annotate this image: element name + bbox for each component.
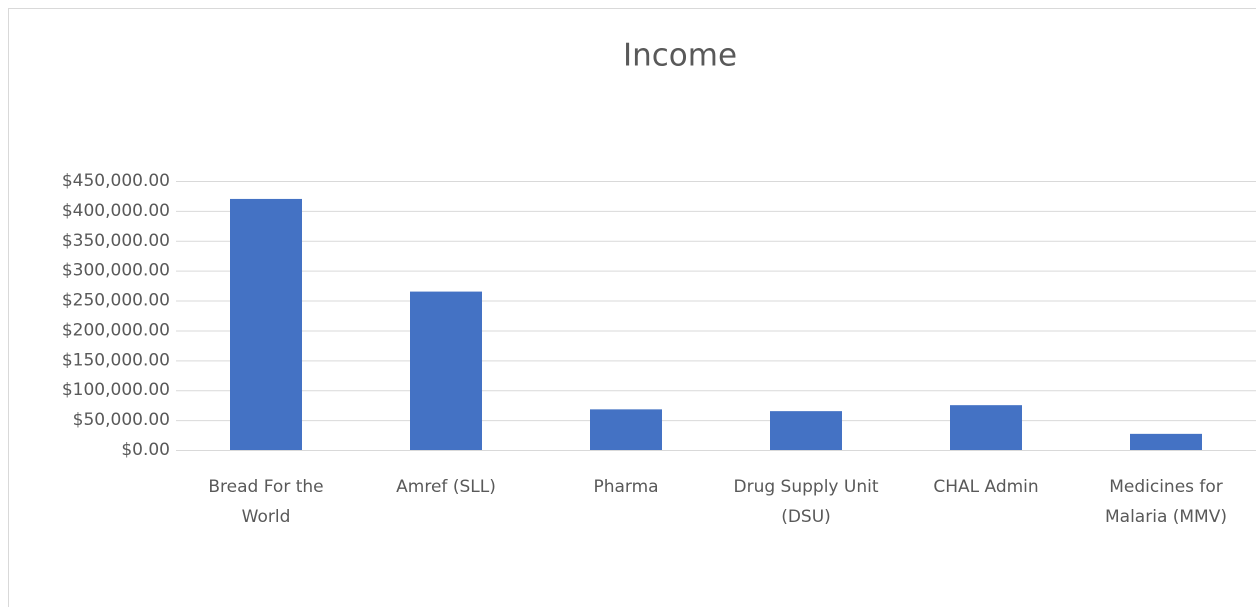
bar xyxy=(230,198,302,450)
y-tick-label: $100,000.00 xyxy=(62,380,170,400)
bar xyxy=(590,409,662,450)
y-tick-label: $400,000.00 xyxy=(62,201,170,221)
x-tick-label: Amref (SLL) xyxy=(396,477,496,497)
bar xyxy=(770,411,842,450)
y-tick-label: $450,000.00 xyxy=(62,171,170,191)
bar xyxy=(410,291,482,450)
x-tick-label: Medicines for Malaria (MMV) xyxy=(1105,477,1227,527)
y-tick-label: $350,000.00 xyxy=(62,231,170,251)
y-tick-label: $150,000.00 xyxy=(62,350,170,370)
y-tick-label: $50,000.00 xyxy=(73,410,170,430)
x-tick-label: Drug Supply Unit (DSU) xyxy=(734,477,879,527)
chart-frame xyxy=(8,8,1256,607)
chart-title: Income xyxy=(623,38,737,74)
y-tick-label: $250,000.00 xyxy=(62,291,170,311)
bar xyxy=(1130,433,1202,450)
bar xyxy=(950,405,1022,450)
y-tick-label: $0.00 xyxy=(121,440,170,460)
x-tick-label: Bread For the World xyxy=(208,477,323,527)
x-tick-label: Pharma xyxy=(593,477,658,497)
y-tick-label: $200,000.00 xyxy=(62,320,170,340)
x-tick-label: CHAL Admin xyxy=(933,477,1038,497)
y-tick-label: $300,000.00 xyxy=(62,261,170,281)
